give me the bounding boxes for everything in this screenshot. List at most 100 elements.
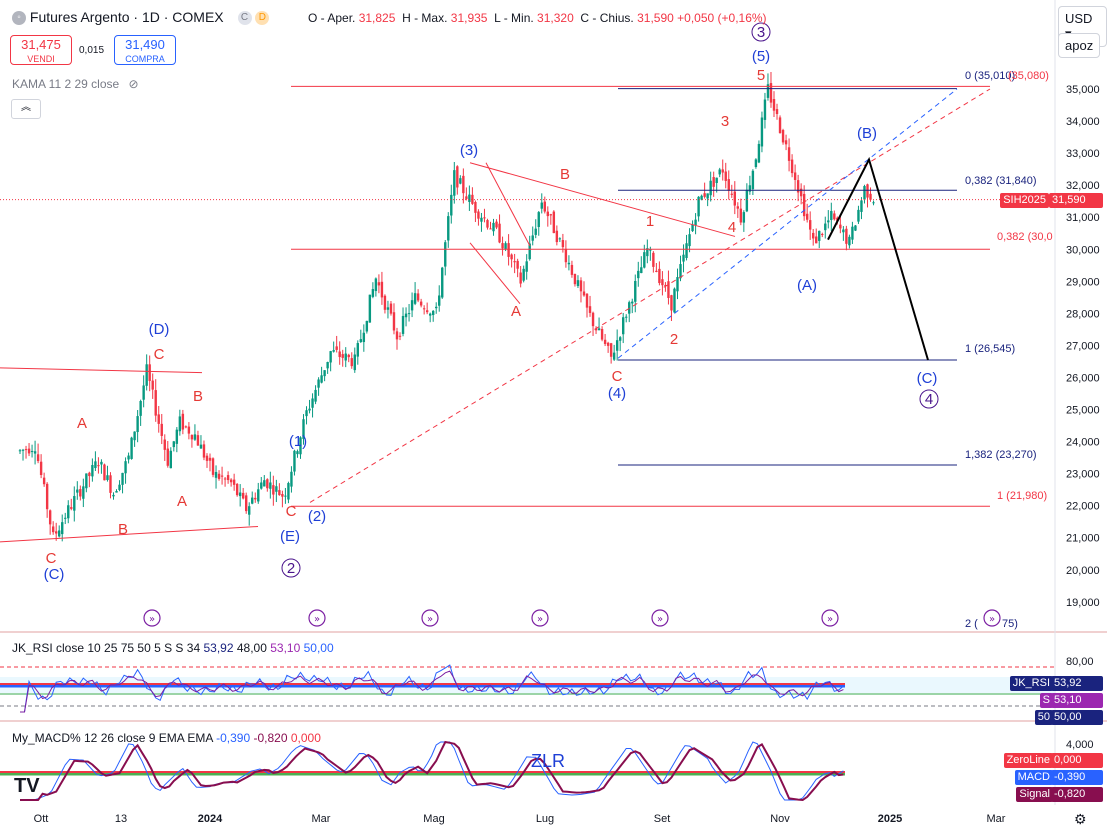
candle-body xyxy=(21,449,25,451)
buy-label: COMPRA xyxy=(125,54,165,64)
candle-body xyxy=(459,178,462,184)
kama-legend[interactable]: KAMA 11 2 29 close ⊘ xyxy=(12,77,139,91)
candle-body xyxy=(54,531,58,534)
high-value: 31,935 xyxy=(450,11,488,25)
candle-body xyxy=(220,475,224,477)
jkrsi-value-1: 53,92 xyxy=(203,641,234,655)
candle-body xyxy=(127,455,130,460)
fib-label: 0,382 (30,0 xyxy=(997,231,1053,243)
candle-body xyxy=(453,170,456,196)
candle-body xyxy=(85,473,88,489)
candle-body xyxy=(61,522,64,535)
settings-gear-icon[interactable]: ⚙ xyxy=(1074,811,1087,827)
candle-body xyxy=(543,201,546,212)
candle-body xyxy=(311,398,314,408)
sell-button[interactable]: 31,475 VENDI xyxy=(10,35,72,65)
candle-body xyxy=(573,273,577,285)
candle-body xyxy=(100,461,103,465)
candle-body xyxy=(564,248,568,263)
candle-body xyxy=(362,332,366,343)
candle-body xyxy=(769,83,773,103)
jkrsi-badge-label: JK_RSI xyxy=(1009,676,1053,691)
candle-body xyxy=(79,489,82,497)
candle-body xyxy=(715,177,718,183)
symbol-title-text: Futures Argento · 1D · COMEX xyxy=(29,9,224,25)
wave-label: (E) xyxy=(280,528,300,545)
wave-label: B xyxy=(560,166,570,183)
candle-body xyxy=(254,497,257,500)
candle-body xyxy=(435,306,438,309)
macd-value-3: 0,000 xyxy=(290,731,321,745)
candle-body xyxy=(579,280,583,292)
candle-body xyxy=(682,254,685,262)
candle-body xyxy=(504,243,507,249)
wave-label: (4) xyxy=(608,385,626,402)
candle-body xyxy=(631,301,634,304)
candle-body xyxy=(655,270,658,272)
candle-body xyxy=(718,169,721,175)
candle-body xyxy=(344,353,347,361)
candle-body xyxy=(106,475,109,480)
candle-body xyxy=(163,439,166,450)
delayed-d-icon: D xyxy=(255,11,270,26)
zeroline-badge-label: ZeroLine xyxy=(1003,753,1053,768)
rsi-line xyxy=(20,664,844,713)
x-tick-label: Mar xyxy=(987,813,1006,825)
buy-button[interactable]: 31,490 COMPRA xyxy=(114,35,176,65)
candle-body xyxy=(667,281,670,298)
jkrsi-legend-text: JK_RSI close 10 25 75 50 5 S S 34 xyxy=(12,641,201,655)
candle-body xyxy=(166,448,169,466)
sell-label: VENDI xyxy=(27,54,55,64)
candle-body xyxy=(664,284,667,286)
candle-body xyxy=(30,450,34,453)
fib-label: 2 ( xyxy=(965,618,978,630)
candle-body xyxy=(416,293,420,301)
candle-body xyxy=(431,310,435,316)
wedge-upper-line xyxy=(469,162,736,237)
candle-body xyxy=(235,483,239,496)
candle-body xyxy=(733,191,736,206)
candle-body xyxy=(296,451,299,455)
eye-hidden-icon[interactable]: ⊘ xyxy=(128,77,139,91)
candle-body xyxy=(178,416,182,432)
wave-label: B xyxy=(118,521,128,538)
wave-label: C xyxy=(154,346,165,363)
jkrsi-legend[interactable]: JK_RSI close 10 25 75 50 5 S S 34 53,92 … xyxy=(12,641,334,655)
candle-body xyxy=(139,401,142,416)
candle-body xyxy=(688,234,691,247)
candle-body xyxy=(845,228,848,244)
macd-value-2: -0,820 xyxy=(253,731,288,745)
candle-body xyxy=(326,362,329,369)
candle-body xyxy=(308,408,311,411)
wave-label: (D) xyxy=(149,321,170,338)
candle-body xyxy=(754,159,758,168)
candle-body xyxy=(374,278,378,292)
candle-body xyxy=(217,473,221,479)
channel-blue-dashed xyxy=(617,88,958,359)
close-value: 31,590 xyxy=(637,11,674,25)
candle-body xyxy=(389,303,393,314)
candle-body xyxy=(848,236,851,246)
candle-body xyxy=(293,450,296,472)
candle-body xyxy=(495,221,498,228)
tradingview-logo[interactable]: TV xyxy=(14,775,40,797)
collapse-legend-button[interactable]: ︽ xyxy=(11,99,41,119)
wedge-inner-line xyxy=(485,162,531,247)
candle-body xyxy=(160,423,163,436)
candle-body xyxy=(193,434,197,440)
candle-body xyxy=(64,517,67,519)
candle-body xyxy=(190,434,194,440)
candle-body xyxy=(94,461,97,469)
macd-legend-text: My_MACD% 12 26 close 9 EMA EMA xyxy=(12,731,213,745)
scale-dropdown[interactable]: apoz xyxy=(1058,33,1101,58)
candle-body xyxy=(196,435,200,446)
symbol-title[interactable]: ◦ Futures Argento · 1D · COMEX C D xyxy=(12,9,270,26)
jkrsi-badge-value: 53,92 xyxy=(1051,676,1103,691)
macd-legend[interactable]: My_MACD% 12 26 close 9 EMA EMA -0,390 -0… xyxy=(12,731,321,745)
fib-label: 1 (21,980) xyxy=(997,490,1047,502)
candle-body xyxy=(540,202,543,209)
currency-label: USD xyxy=(1065,11,1093,26)
channel-red-dashed xyxy=(309,88,991,503)
